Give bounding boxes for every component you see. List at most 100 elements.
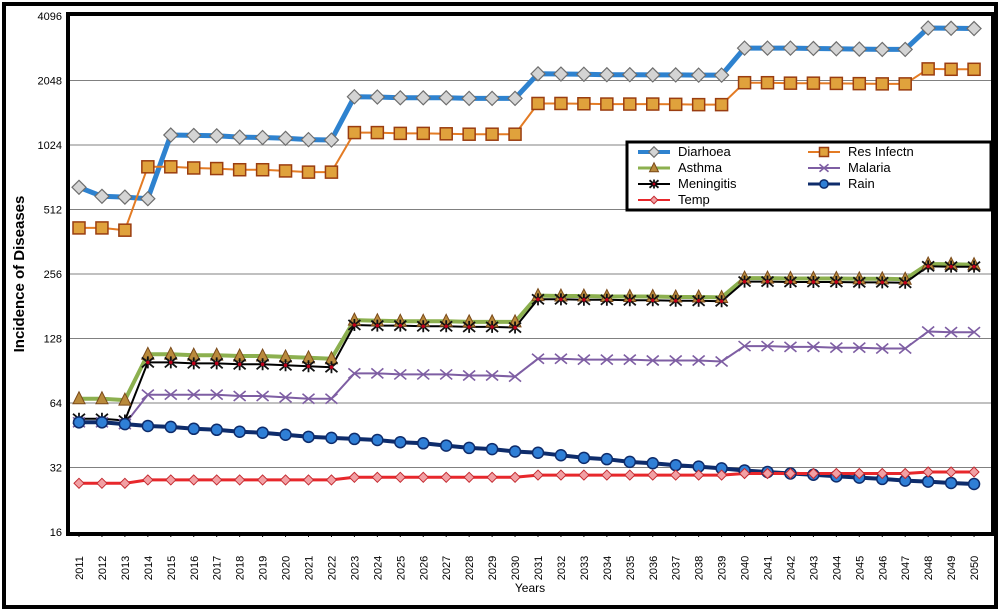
- data-point-center: [949, 264, 953, 269]
- x-tick-label: 2018: [235, 556, 247, 580]
- legend-item-malaria: Malaria: [808, 160, 891, 175]
- data-point: [818, 146, 830, 158]
- data-point-center: [283, 363, 288, 368]
- data-point-center: [444, 324, 449, 329]
- data-point: [348, 432, 361, 446]
- data-point: [737, 75, 752, 90]
- data-point: [577, 97, 591, 111]
- data-point: [185, 127, 202, 144]
- data-point: [691, 97, 706, 112]
- data-point: [554, 449, 568, 462]
- x-tick-label: 2048: [923, 556, 935, 580]
- legend: Diarhoea Res Infectn Asthma Malaria Meningit…: [625, 140, 993, 212]
- data-point: [818, 163, 830, 173]
- data-point: [300, 131, 317, 148]
- data-point: [208, 127, 225, 144]
- data-point: [966, 20, 982, 37]
- data-point: [440, 471, 452, 484]
- data-point: [301, 165, 316, 179]
- x-tick-label: 2039: [717, 556, 729, 580]
- x-tick-label: 2037: [671, 556, 683, 580]
- data-point: [600, 452, 614, 466]
- data-point: [323, 132, 340, 148]
- data-point: [416, 368, 430, 381]
- data-point: [462, 369, 476, 382]
- data-point: [692, 469, 705, 481]
- data-point: [277, 130, 294, 147]
- series-markers-res-infectn: [72, 62, 981, 237]
- data-point: [647, 145, 661, 159]
- data-point: [279, 428, 292, 441]
- data-point: [162, 127, 179, 143]
- data-point-center: [834, 280, 839, 284]
- x-tick-label: 2026: [418, 556, 430, 580]
- data-point: [851, 41, 868, 57]
- y-tick-label: 32: [50, 463, 62, 475]
- y-tick-label: 64: [50, 398, 62, 410]
- legend-item-asthma: Asthma: [638, 160, 723, 175]
- data-point: [759, 40, 776, 56]
- series-markers-temp: [73, 466, 980, 490]
- data-point: [554, 353, 568, 365]
- data-point: [806, 76, 821, 90]
- data-point: [231, 129, 248, 145]
- x-tick-label: 2021: [304, 556, 316, 580]
- data-point: [256, 474, 269, 486]
- data-point-center: [146, 360, 150, 365]
- data-point: [347, 125, 362, 140]
- data-point: [255, 162, 270, 177]
- data-point: [371, 433, 384, 447]
- data-point: [531, 353, 545, 365]
- x-tick-label: 2036: [648, 556, 660, 580]
- data-point: [140, 190, 156, 207]
- data-point: [898, 77, 912, 91]
- data-point: [736, 40, 753, 56]
- x-tick-label: 2023: [349, 556, 361, 580]
- x-tick-label: 2011: [74, 556, 86, 580]
- data-point: [623, 354, 637, 366]
- data-point: [669, 354, 683, 367]
- y-tick-label: 1024: [38, 140, 62, 152]
- data-point: [232, 162, 247, 177]
- data-point-center: [490, 325, 494, 329]
- data-point: [853, 467, 866, 480]
- data-point: [852, 76, 867, 91]
- x-tick-label: 2050: [969, 556, 981, 580]
- data-point-center: [191, 361, 196, 366]
- data-point: [554, 96, 568, 111]
- data-point: [417, 437, 430, 450]
- data-point: [782, 40, 799, 56]
- data-point: [508, 445, 522, 458]
- data-point: [439, 439, 453, 452]
- data-point: [968, 466, 980, 478]
- data-point: [649, 195, 659, 205]
- data-point: [301, 393, 316, 405]
- x-tick-label: 2030: [510, 556, 522, 580]
- series-line-asthma: [79, 262, 975, 403]
- data-point: [302, 474, 315, 486]
- data-point: [415, 89, 432, 106]
- x-tick-label: 2020: [281, 556, 293, 580]
- data-point: [95, 416, 109, 429]
- data-point: [95, 221, 109, 235]
- data-point: [531, 446, 545, 459]
- data-point: [690, 67, 707, 83]
- x-tick-label: 2014: [143, 556, 155, 580]
- data-point: [784, 467, 797, 480]
- series-line-meningitis: [79, 265, 974, 422]
- data-point: [95, 390, 109, 405]
- data-point-center: [536, 297, 540, 302]
- data-point: [369, 89, 386, 105]
- data-point: [392, 89, 409, 106]
- data-point: [209, 161, 224, 176]
- data-point-center: [742, 279, 747, 284]
- x-tick-label: 2025: [395, 556, 407, 580]
- data-point-center: [880, 280, 885, 285]
- legend-label: Asthma: [678, 160, 723, 175]
- data-point-center: [903, 280, 907, 285]
- data-point: [738, 467, 751, 480]
- legend-item-res-infectn: Res Infectn: [808, 144, 914, 159]
- series-lines: [78, 25, 975, 486]
- x-axis-ticks: 2011 2012 2013 2014 2015 2016 2017 2018 2019 2020…: [74, 532, 981, 580]
- data-point-center: [673, 298, 678, 303]
